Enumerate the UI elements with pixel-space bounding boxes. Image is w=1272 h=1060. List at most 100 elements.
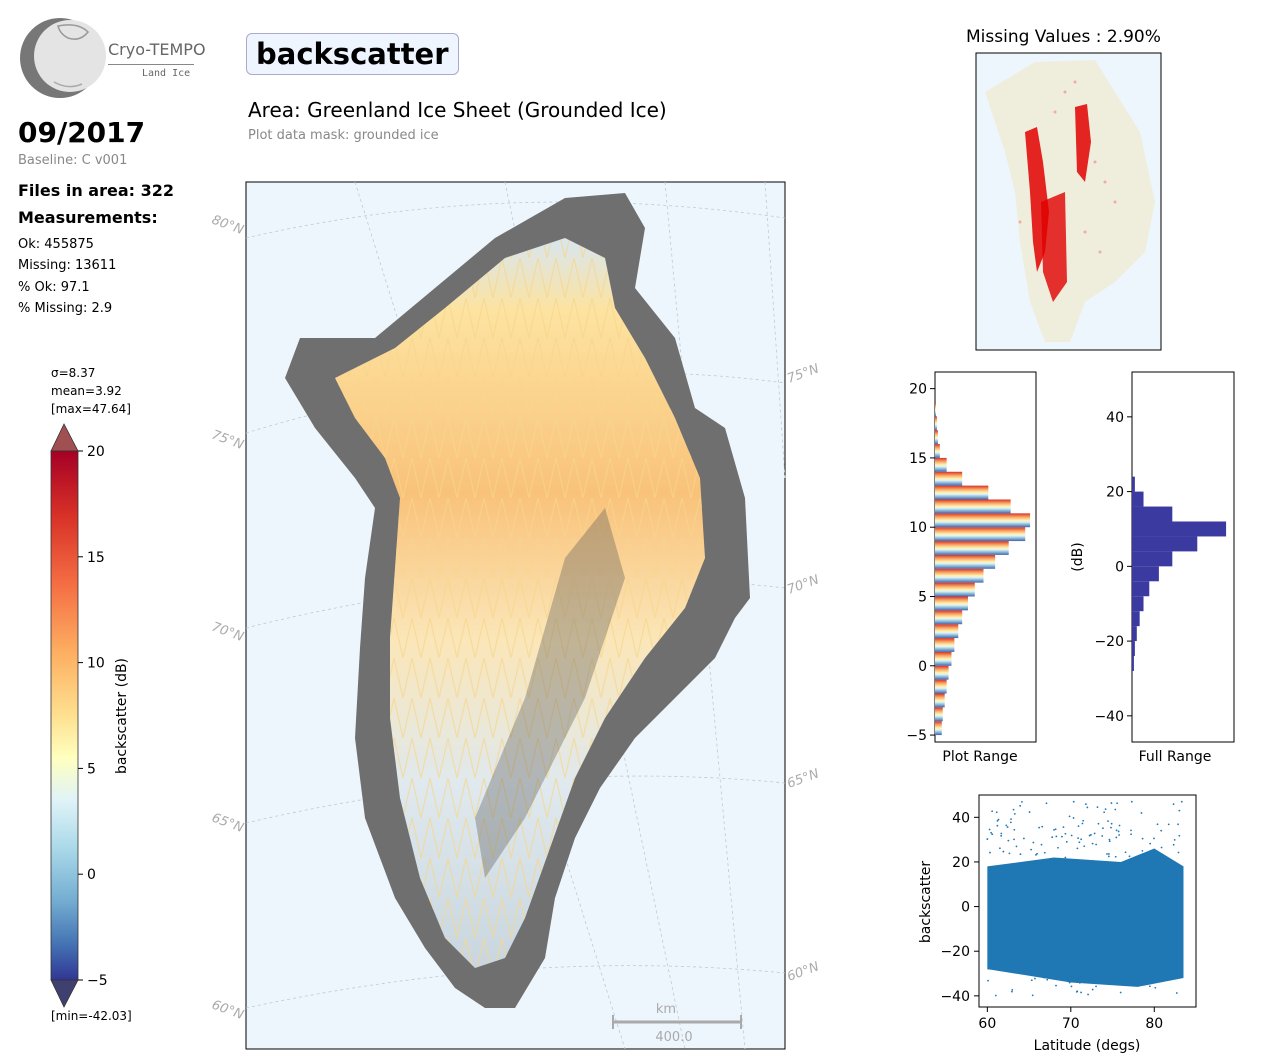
scatter-point xyxy=(1108,840,1111,843)
y-tick-label: 20 xyxy=(1106,485,1124,501)
scatter-point xyxy=(1002,850,1005,853)
scatter-point xyxy=(1151,953,1154,955)
scatter-point xyxy=(1172,843,1175,846)
missing-map xyxy=(975,52,1162,351)
scatter-point xyxy=(1081,822,1084,825)
logo xyxy=(20,18,106,98)
scatter-point xyxy=(1168,966,1171,969)
main-map: 80°N 75°N 70°N 65°N 60°N 75°N 70°N 65°N 60°N km… xyxy=(210,181,821,1050)
scatter-point xyxy=(1124,851,1127,854)
scatter-point xyxy=(1119,944,1122,947)
scatter-point xyxy=(1012,960,1015,963)
histogram-bar xyxy=(935,430,938,445)
scatter-point xyxy=(1167,823,1170,826)
scatter-point xyxy=(1124,940,1127,943)
scatter-point xyxy=(1076,847,1079,850)
scatter-point xyxy=(1149,842,1152,845)
y-tick-label: 40 xyxy=(1106,410,1124,426)
scatter-point xyxy=(1108,838,1111,841)
scatter-point xyxy=(1033,946,1036,949)
scatter-point xyxy=(994,994,997,997)
scatter-point xyxy=(1143,853,1146,855)
scatter-point xyxy=(1080,991,1082,994)
scatter-point xyxy=(1068,981,1071,984)
scatter-point xyxy=(1127,965,1129,968)
scatter-point xyxy=(1025,967,1028,970)
scatter-point xyxy=(1050,940,1053,942)
scatter-point xyxy=(1153,969,1156,972)
scatter-point xyxy=(1161,951,1163,954)
scatter-point xyxy=(1035,853,1037,856)
scatter-point xyxy=(1130,833,1132,836)
scatter-point xyxy=(1176,963,1179,966)
y-tick-label: −40 xyxy=(940,989,970,1005)
scatter-point xyxy=(986,838,989,840)
histogram-bar xyxy=(935,707,943,722)
scatter-point xyxy=(1084,968,1086,971)
scatter-point xyxy=(1102,827,1104,830)
scatter-point xyxy=(1153,837,1155,840)
scatter-point xyxy=(1019,972,1022,975)
scatter-point xyxy=(1074,972,1077,975)
scatter-point xyxy=(1118,834,1121,836)
missing-dots xyxy=(1025,104,1091,302)
scatter-point xyxy=(997,818,1000,821)
scatter-point xyxy=(1091,842,1094,845)
baseline: Baseline: C v001 xyxy=(18,153,128,168)
scatter-point xyxy=(1044,955,1047,958)
scatter-point xyxy=(1154,986,1157,989)
scatter-point xyxy=(988,828,991,831)
scatter-point xyxy=(1156,823,1159,826)
scatter-point xyxy=(1085,960,1088,963)
colorbar-tick-label: −5 xyxy=(87,973,108,989)
scatter-xlabel: Latitude (degs) xyxy=(1034,1038,1141,1054)
scale-bar: km 400.0 xyxy=(612,1002,742,1045)
y-tick-label: 20 xyxy=(952,855,970,871)
colorbar-min-extend xyxy=(50,979,79,1008)
histogram-bar xyxy=(1132,521,1227,537)
histogram-bar xyxy=(935,554,996,569)
scatter-point xyxy=(1110,826,1112,829)
histogram-bar xyxy=(935,582,975,597)
scatter-point xyxy=(1023,946,1026,949)
scatter-point xyxy=(1009,969,1012,972)
scatter-point xyxy=(1031,969,1033,971)
scatter-point xyxy=(1019,804,1022,807)
scatter-point xyxy=(1022,837,1025,840)
scatter-point xyxy=(1177,823,1179,826)
scatter-point xyxy=(1054,828,1057,831)
scatter-point xyxy=(1043,976,1046,979)
histogram-bar xyxy=(1132,596,1144,612)
scatter-point xyxy=(1045,802,1048,805)
histogram-bar xyxy=(1132,551,1173,567)
histogram-bar xyxy=(935,527,1026,542)
scatter-point xyxy=(989,851,991,854)
scatter-point xyxy=(1178,965,1180,968)
histogram-bar xyxy=(935,624,959,639)
scatter-point xyxy=(1160,829,1163,832)
lat-label: 70°N xyxy=(785,572,821,597)
scatter-point xyxy=(1051,836,1054,839)
scatter-point xyxy=(1010,990,1013,993)
scatter-point xyxy=(1126,951,1129,953)
scatter-point xyxy=(1079,947,1082,950)
scatter-point xyxy=(1173,838,1176,841)
scatter-point xyxy=(1077,837,1080,839)
histogram-bar xyxy=(935,638,955,652)
scatter-point xyxy=(1107,855,1110,858)
y-tick-label: 15 xyxy=(909,451,927,467)
scatter-point xyxy=(1101,835,1104,837)
scatter-point xyxy=(1096,806,1099,808)
histogram-bar xyxy=(935,499,1011,514)
histogram-bar xyxy=(935,416,937,431)
colorbar-max: [max=47.64] xyxy=(51,402,131,416)
scatter-point xyxy=(1053,828,1055,831)
scatter-point xyxy=(1010,818,1012,820)
scatter-point xyxy=(1095,985,1097,988)
scatter-point xyxy=(1149,938,1152,940)
mask-note: Plot data mask: grounded ice xyxy=(248,128,439,143)
scatter-point xyxy=(1065,840,1068,843)
scatter-point xyxy=(1106,853,1108,855)
scatter-point xyxy=(1175,968,1177,970)
scatter-point xyxy=(1013,838,1015,841)
